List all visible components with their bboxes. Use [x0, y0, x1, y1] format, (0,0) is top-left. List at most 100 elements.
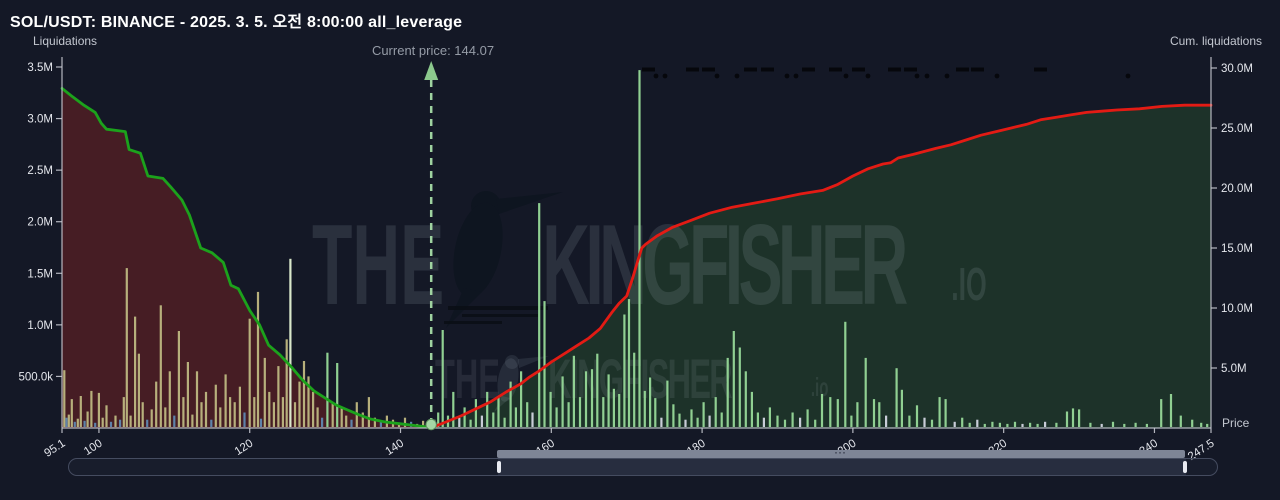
current-price-label: Current price: 144.07 — [371, 43, 495, 58]
liquidation-bar — [1036, 423, 1039, 427]
liquidation-bar — [1071, 408, 1075, 427]
liquidation-bar — [210, 419, 213, 427]
liquidation-bar — [129, 415, 132, 427]
liquidation-bar — [182, 397, 185, 427]
right-tick-label: 10.0M — [1221, 303, 1253, 315]
liquidation-bar — [578, 397, 582, 427]
x-tick-label: 95.1 — [42, 437, 67, 459]
scrollbar-track[interactable] — [68, 458, 1218, 476]
liquidation-bar — [895, 368, 898, 427]
scrollbar-drag-bar[interactable]: ··· — [496, 448, 1185, 458]
liquidation-bar — [125, 268, 128, 427]
liquidation-bar — [696, 417, 699, 427]
liquidation-bar — [302, 361, 306, 427]
liquidation-bar — [1055, 422, 1058, 427]
liquidation-bar — [567, 402, 570, 427]
liquidation-bar — [1006, 423, 1009, 427]
liquidation-bar — [572, 355, 575, 427]
liquidation-bar — [791, 412, 794, 427]
liquidation-bar — [1200, 422, 1203, 427]
liquidation-bar — [204, 391, 208, 427]
liquidation-bar — [643, 390, 646, 427]
liquidation-bar — [109, 421, 113, 427]
liquidation-bar — [76, 418, 79, 427]
liquidation-bar — [720, 412, 723, 427]
dark-dot — [944, 73, 950, 79]
liquidation-bar — [750, 391, 753, 427]
liquidation-bar — [714, 397, 717, 427]
liquidation-bars — [63, 70, 1209, 427]
price-axis-title: Price — [1222, 416, 1250, 430]
liquidation-bar — [991, 421, 994, 427]
chart-title: SOL/USDT: BINANCE - 2025. 3. 5. 오전 8:00:… — [10, 14, 463, 31]
liquidation-bar — [168, 371, 171, 427]
liquidation-bar — [331, 402, 334, 427]
liquidation-bar — [229, 397, 232, 427]
liquidation-bar — [726, 357, 729, 427]
liquidation-bar — [627, 299, 631, 427]
liquidation-bar — [281, 397, 284, 427]
x-tick-label: 100 — [82, 437, 105, 458]
current-price-arrow-icon — [424, 61, 439, 80]
area-below-price — [62, 88, 432, 429]
liquidation-bar — [864, 357, 867, 427]
liquidation-bar — [307, 376, 310, 427]
dark-dot — [914, 73, 920, 79]
dark-dash — [761, 67, 774, 72]
liquidation-bar — [1160, 399, 1163, 427]
liquidation-bar — [633, 352, 636, 427]
liquidation-bar — [520, 371, 523, 427]
liquidation-bar — [623, 314, 626, 427]
liquidation-bar — [1089, 422, 1092, 427]
liquidation-bar — [744, 371, 747, 427]
liquidation-bar — [762, 417, 765, 427]
liquidation-bar — [654, 398, 657, 427]
dark-dot — [653, 73, 659, 79]
liquidation-bar — [872, 399, 876, 427]
liquidation-bar — [159, 305, 162, 427]
liquidation-bar — [799, 417, 802, 427]
liquidation-bar — [561, 376, 564, 427]
left-tick-label: 1.0M — [27, 320, 53, 332]
dark-dot — [865, 73, 871, 79]
liquidation-bar — [555, 407, 558, 427]
drag-grip-icon[interactable]: ··· — [834, 448, 847, 458]
scrollbar-window[interactable] — [497, 459, 1186, 475]
liquidation-bar — [738, 347, 741, 427]
liquidation-bar — [503, 417, 506, 427]
liquidation-bar — [90, 390, 93, 427]
liquidation-bar — [312, 391, 315, 427]
liquidation-bar — [492, 412, 495, 427]
water-reflection — [448, 306, 548, 310]
liquidation-bar — [1100, 423, 1103, 427]
liquidation-bar — [256, 291, 260, 427]
dark-dot — [714, 73, 720, 79]
liquidation-bar — [666, 380, 669, 427]
liquidation-bar — [930, 419, 934, 427]
liquidation-bar — [73, 421, 76, 427]
cum-liquidations-up-line — [429, 103, 1213, 430]
liquidation-bar — [486, 391, 489, 427]
liquidation-bar — [850, 415, 853, 427]
right-tick-label: 25.0M — [1221, 123, 1253, 135]
scrollbar-handle-right[interactable] — [1182, 461, 1187, 473]
liquidation-bar — [968, 422, 971, 427]
liquidation-bar — [373, 417, 376, 427]
liquidation-bar — [1013, 421, 1017, 427]
scrollbar-handle-left[interactable] — [496, 461, 501, 473]
liquidation-bar — [1179, 415, 1182, 427]
liquidation-bar — [452, 391, 455, 427]
dark-dot — [784, 73, 790, 79]
liquidation-bar — [878, 402, 881, 427]
liquidation-bar — [783, 419, 787, 427]
right-tick-label: 15.0M — [1221, 243, 1253, 255]
left-tick-label: 2.0M — [27, 217, 53, 229]
liquidation-bar — [70, 399, 73, 427]
liquidation-bar — [538, 203, 541, 427]
dark-dash — [888, 67, 901, 72]
liquidation-bar — [514, 407, 517, 427]
liquidation-bar — [200, 402, 203, 427]
liquidation-bar — [114, 415, 117, 427]
liquidation-bar — [607, 374, 610, 427]
liquidation-bar — [463, 407, 466, 427]
